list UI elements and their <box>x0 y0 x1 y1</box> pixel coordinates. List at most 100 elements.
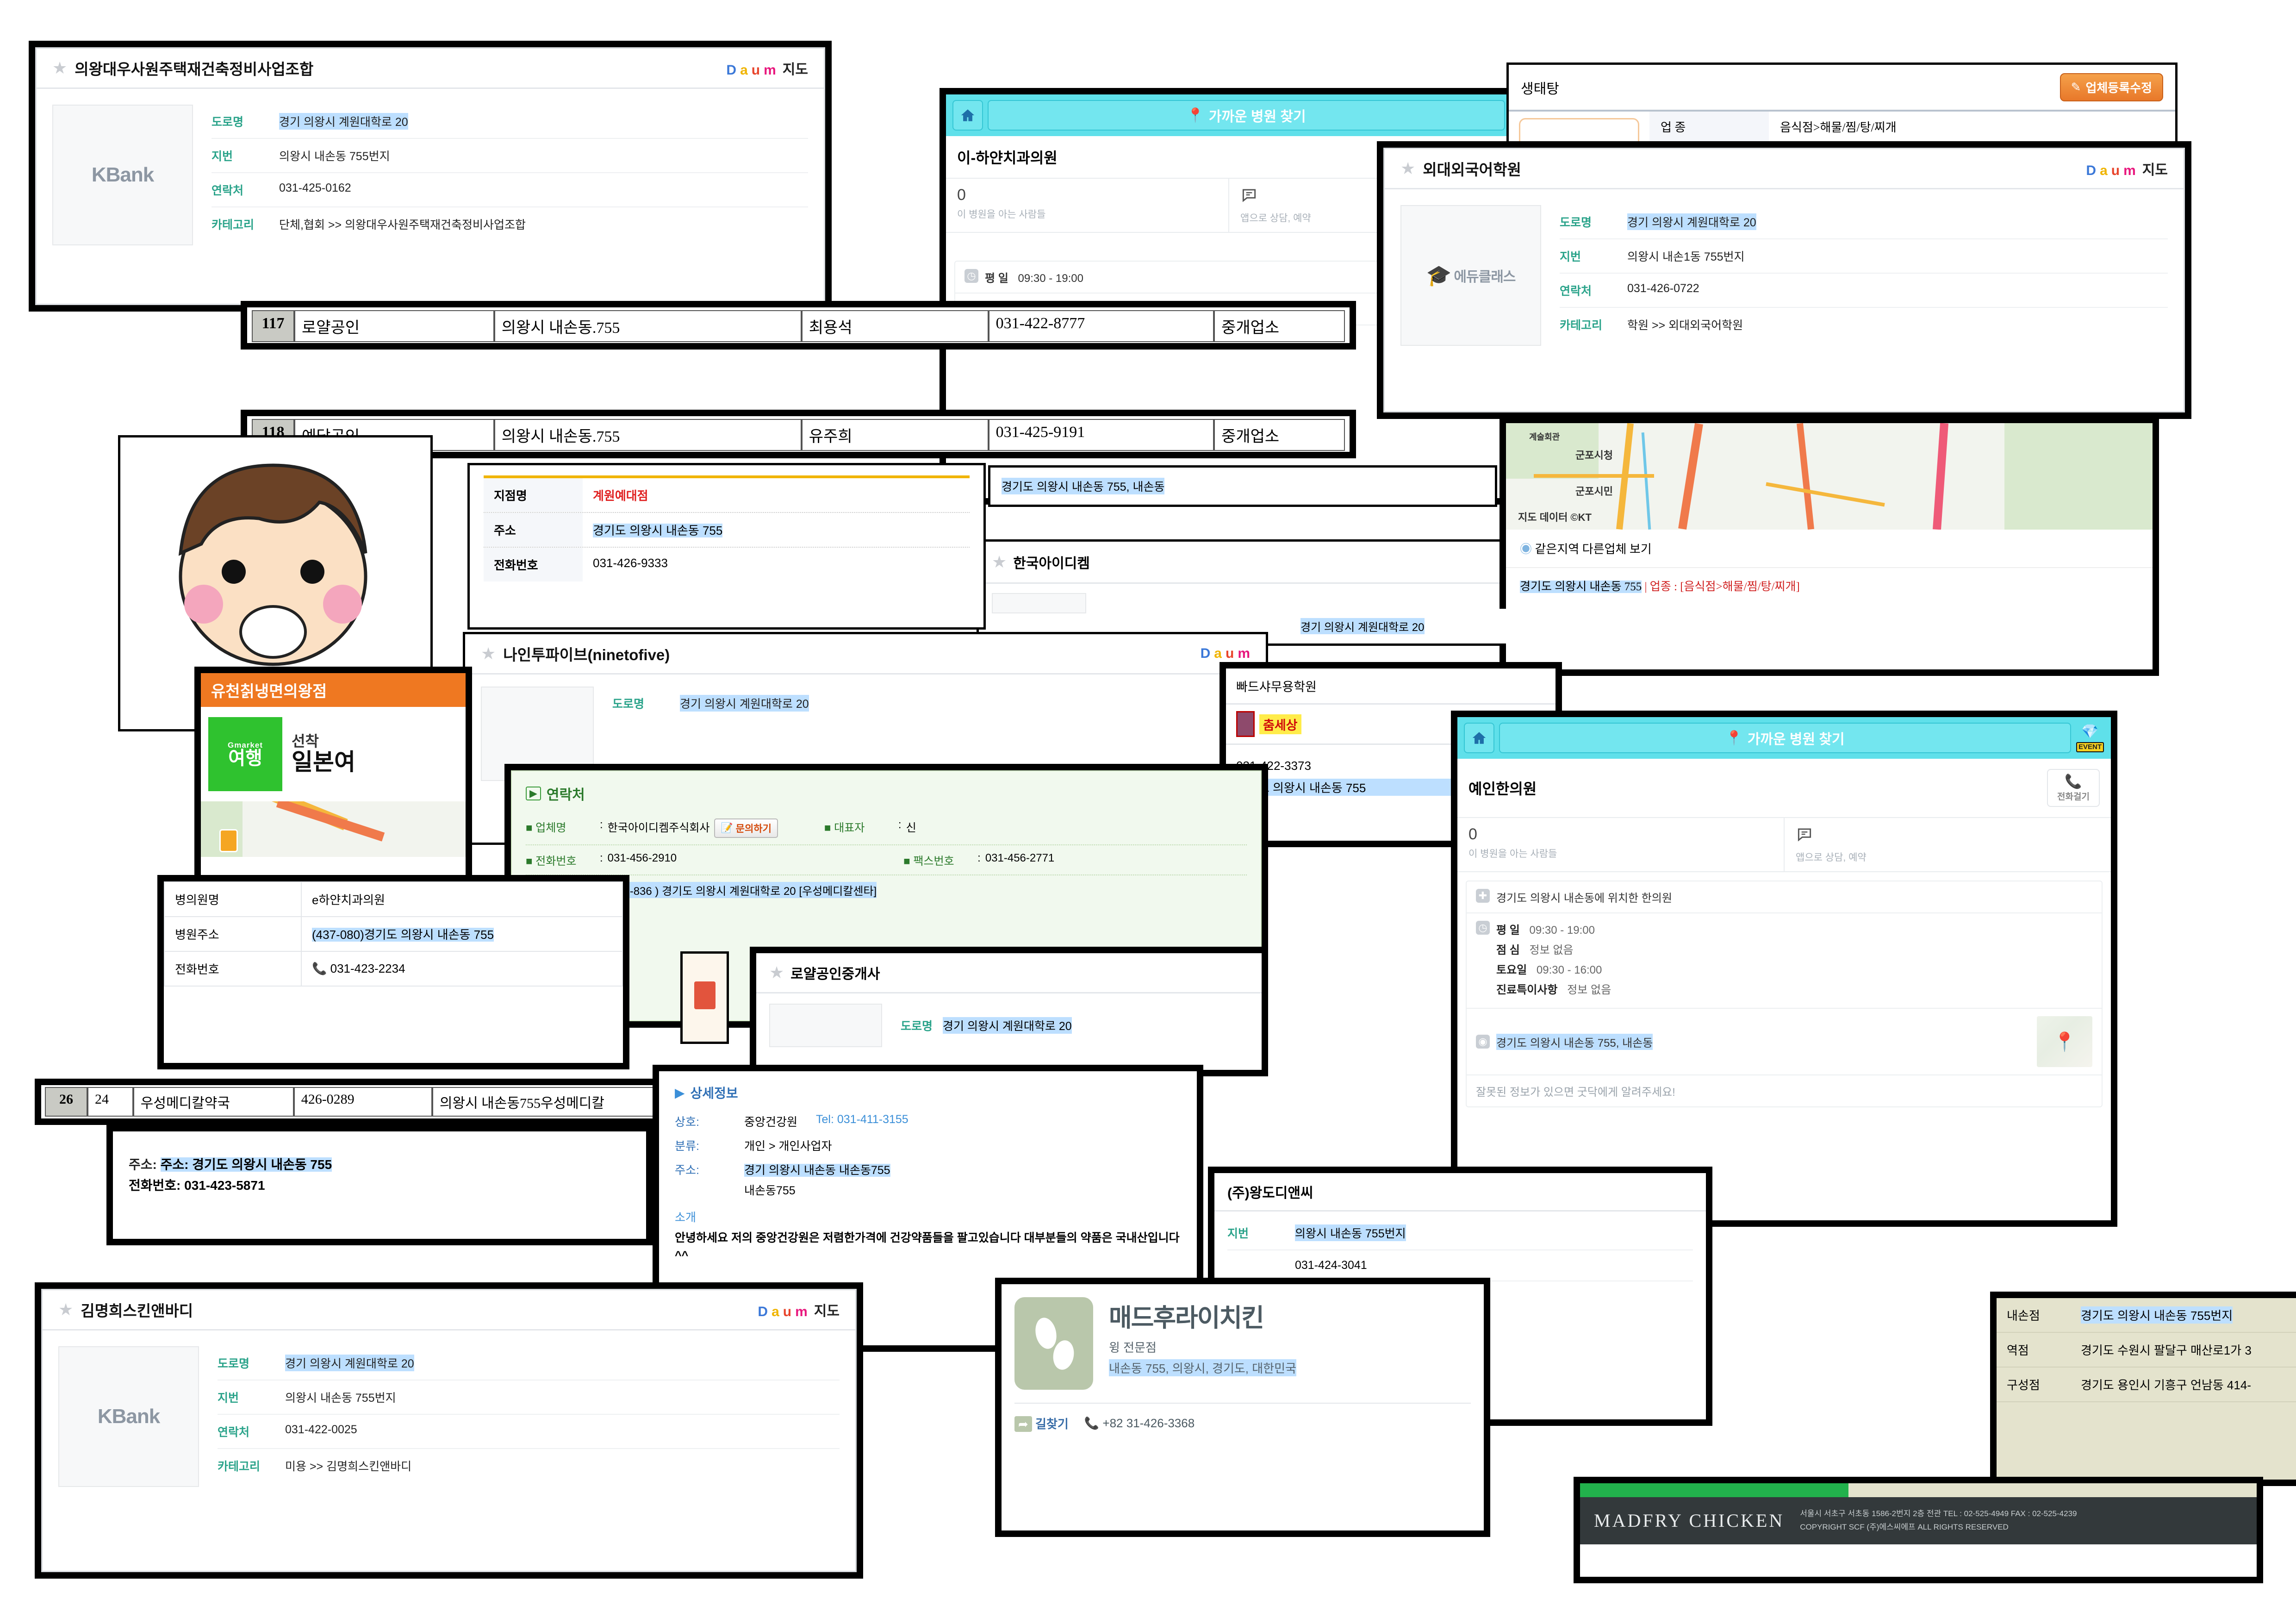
label-jibun: 지번 <box>1227 1227 1249 1240</box>
clock-icon: ◷ <box>1476 921 1490 935</box>
weekday-label: 평 일 <box>985 272 1008 285</box>
value-category: 미용 >> 김명희스킨앤바디 <box>285 1460 412 1473</box>
branch-name: 내손점 <box>2007 1309 2040 1323</box>
gmarket-ad-logo[interactable]: Gmarket 여행 <box>208 717 282 791</box>
hours-row: ◷ 평 일 09:30 - 19:00 <box>955 262 1502 294</box>
branch-card-panel: 지점명 계원예대점 주소 경기도 의왕시 내손동 755 전화번호 031-42… <box>467 463 986 630</box>
business-thumbnail: 🎓 에듀클래스 <box>1400 205 1541 346</box>
list-item[interactable]: 역점 경기도 수원시 팔달구 매산로1가 3 <box>1997 1333 2296 1368</box>
row-name: 우성메디칼약국 <box>133 1087 294 1117</box>
value-road: 경기 의왕시 계원대학로 20 <box>279 113 408 130</box>
label-contact: 연락처 <box>212 184 244 197</box>
branch-name: 구성점 <box>2007 1378 2040 1392</box>
blog-address-panel: 주소: 주소: 경기도 의왕시 내손동 755 전화번호: 031-423-58… <box>106 1125 653 1245</box>
favorite-star-icon[interactable]: ★ <box>481 644 496 663</box>
favorite-star-icon[interactable]: ★ <box>992 552 1007 571</box>
row-name: 로얄공인 <box>294 310 494 342</box>
page-title: 김명희스킨앤바디 <box>81 1302 193 1319</box>
mini-map-thumbnail[interactable]: 📍 <box>2037 1016 2092 1067</box>
hours-row: ◷ 평 일 09:30 - 19:00 점 심 정보 없음 토요일 09:30 … <box>1467 913 2102 1009</box>
info-table: 도로명 경기 의왕시 계원대학로 20 지번 의왕시 내손동 755번지 연락처… <box>212 105 808 245</box>
contact-heading: 연락처 <box>546 787 585 803</box>
noodle-map[interactable] <box>201 801 466 857</box>
madfry-address: 내손동 755, 의왕시, 경기도, 대한민국 <box>1109 1359 1296 1376</box>
table-row: 병의원명 e하얀치과의원 <box>164 881 623 917</box>
chicken-footprint-icon <box>1014 1297 1093 1390</box>
table-row: 118 예담공인 의왕시 내손동.755 유주희 031-425-9191 중개… <box>247 416 1350 454</box>
value-branch: 계원예대점 <box>593 489 648 503</box>
favorite-star-icon[interactable]: ★ <box>1400 159 1416 178</box>
page-title: 외대외국어학원 <box>1423 161 1521 178</box>
favorite-star-icon[interactable]: ★ <box>58 1300 74 1319</box>
plus-icon: ✚ <box>1476 889 1490 903</box>
located-row: ✚ 경기도 의왕시 내손동에 위치한 한의원 <box>1467 881 2102 913</box>
page-title: (주)왕도디앤씨 <box>1214 1173 1706 1212</box>
value-road: 경기 의왕시 계원대학로 20 <box>1300 618 1425 634</box>
other-business-link[interactable]: 같은지역 다른업체 보기 <box>1535 543 1652 556</box>
value-name: 중앙건강원 <box>744 1116 798 1129</box>
value-fax: 031-456-2771 <box>985 852 1055 864</box>
address-row[interactable]: ◉ 경기도 의왕시 내손동 755, 내손동 📍 <box>1467 1009 2102 1075</box>
map-label: 군포시청 <box>1575 450 1613 461</box>
value-road: 경기 의왕시 계원대학로 20 <box>680 695 809 712</box>
madfry-phone[interactable]: 📞 +82 31-426-3368 <box>1084 1416 1195 1430</box>
label-jibun: 지번 <box>1560 250 1581 263</box>
play-icon: ▶ <box>675 1085 685 1100</box>
madfry-title: 매드후라이치킨 <box>1109 1304 1264 1332</box>
row-address: 의왕시 내손동755우성메디칼 <box>432 1087 668 1117</box>
label-road: 도로명 <box>1560 216 1592 229</box>
address-strip-panel: 경기도 의왕시 내손동 755, 내손동 <box>988 465 1497 507</box>
map-label: 군포시민 <box>1575 486 1613 497</box>
inquiry-button[interactable]: 📝 문의하기 <box>714 818 778 838</box>
report-row[interactable]: 잘못된 정보가 있으면 굿닥에게 알려주세요! <box>1467 1075 2102 1106</box>
home-icon[interactable] <box>1464 723 1494 753</box>
value-tel: Tel: 031-411-3155 <box>816 1113 908 1126</box>
location-pin-icon: ◉ <box>1476 1035 1490 1049</box>
route-button[interactable]: ➦ 길찾기 <box>1014 1415 1069 1432</box>
row-index: 26 <box>45 1087 87 1117</box>
list-item[interactable]: 구성점 경기도 용인시 기흥구 언남동 414- <box>1997 1368 2296 1402</box>
branch-address: 경기도 용인시 기흥구 언남동 414- <box>2081 1378 2251 1392</box>
blog-address: 주소: 경기도 의왕시 내손동 755 <box>160 1157 332 1172</box>
call-button[interactable]: 📞 전화걸기 <box>2047 769 2100 807</box>
pencil-icon: 📝 <box>721 823 733 833</box>
pencil-icon: ✎ <box>2071 80 2081 94</box>
ad-line-2: 일본여 <box>292 749 355 775</box>
chat-icon <box>1796 825 2100 847</box>
event-button[interactable]: 💎 EVENT <box>2076 724 2104 752</box>
search-input[interactable]: 📍 가까운 병원 찾기 <box>1499 723 2071 753</box>
clinic-name: 이-하얀치과의원 <box>946 136 1512 179</box>
dancer-photo-icon <box>1236 711 1255 737</box>
edit-business-button[interactable]: ✎ 업체등록수정 <box>2060 73 2163 101</box>
list-item[interactable]: 내손점 경기도 의왕시 내손동 755번지 <box>1997 1298 2296 1333</box>
clinic-name: 예인한의원 📞 전화걸기 <box>1457 759 2111 818</box>
ecotang-address: 경기도 의왕시 내손동 755 <box>1520 581 1642 593</box>
dance-banner: 춤세상 <box>1259 714 1301 734</box>
value-jibun: 의왕시 내손동 755번지 <box>1295 1224 1406 1241</box>
search-input[interactable]: 📍 가까운 병원 찾기 <box>988 100 1505 131</box>
row-person: 최용석 <box>801 310 989 342</box>
value-clinic-name: e하얀치과의원 <box>301 881 623 917</box>
value-road: 경기 의왕시 계원대학로 20 <box>1627 213 1756 230</box>
chat-block[interactable]: 앱으로 상담, 예약 <box>1229 179 1512 232</box>
clock-icon: ◷ <box>964 269 978 283</box>
chat-block[interactable]: 앱으로 상담, 예약 <box>1785 818 2111 871</box>
label-category: 카테고리 <box>212 219 255 231</box>
chat-label: 앱으로 상담, 예약 <box>1796 852 1867 863</box>
label-category: 카테고리 <box>1560 319 1603 332</box>
page-title: 한국아이디켐 <box>1013 556 1090 571</box>
value-address: 경기 의왕시 내손동 내손동755 <box>744 1164 890 1177</box>
label-jibun: 지번 <box>218 1392 239 1405</box>
child-character-icon <box>178 463 367 666</box>
chat-icon <box>1240 186 1500 208</box>
branch-address: 경기도 수원시 팔달구 매산로1가 3 <box>2081 1343 2252 1357</box>
home-icon[interactable] <box>952 100 983 131</box>
label-address: 주소: <box>675 1164 699 1177</box>
favorite-star-icon[interactable]: ★ <box>769 963 784 982</box>
row-index: 117 <box>252 310 294 342</box>
table-row: 전화번호 📞 031-423-2234 <box>164 951 623 987</box>
row-type: 중개업소 <box>1214 310 1345 342</box>
favorite-star-icon[interactable]: ★ <box>52 58 68 77</box>
map-image[interactable]: 군포시청 군포시민 계술회관 지도 데이터 ©KT <box>1506 423 2153 530</box>
